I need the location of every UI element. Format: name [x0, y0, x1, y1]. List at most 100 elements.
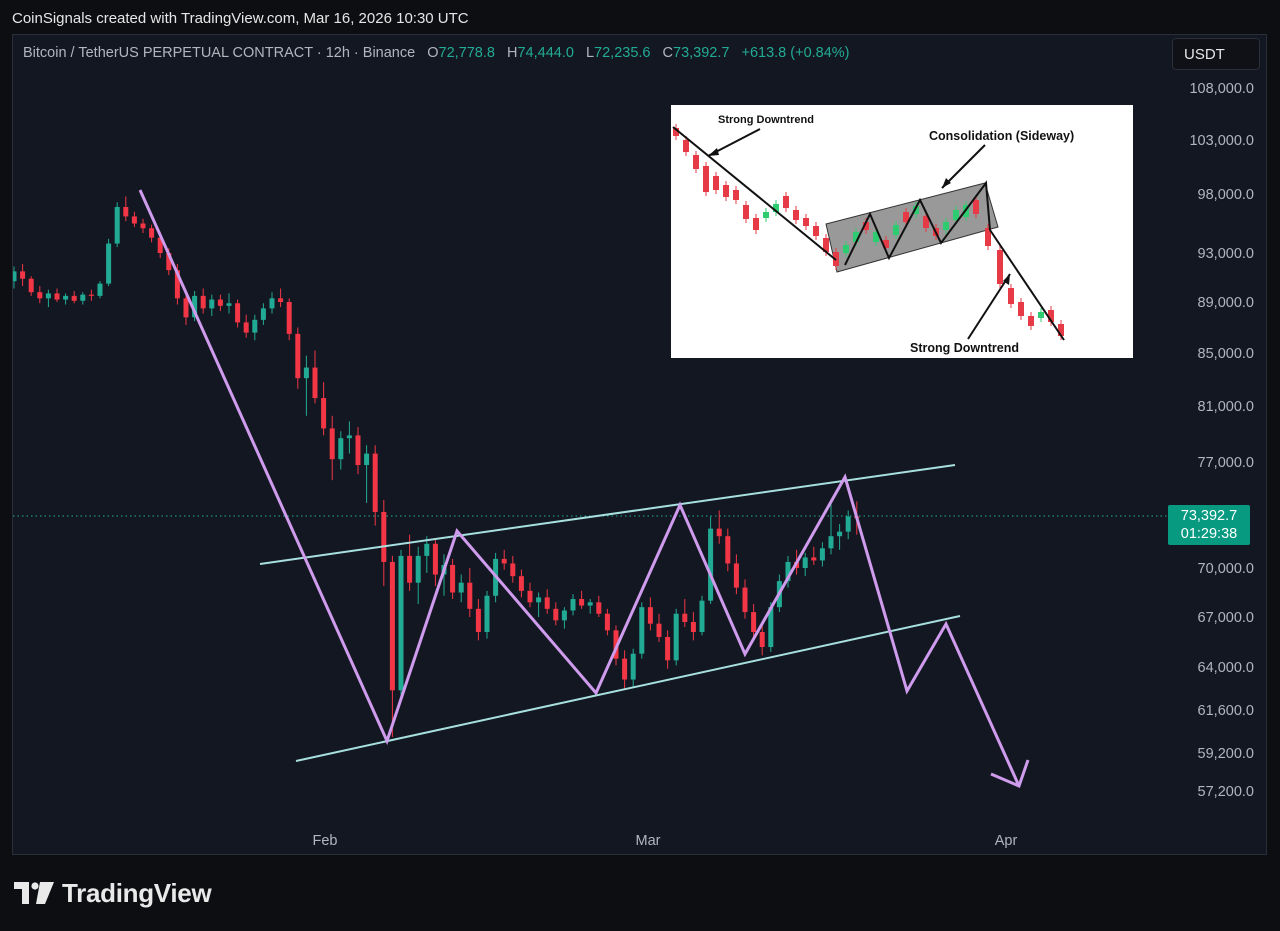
inset-label-consolidation: Consolidation (Sideway)	[929, 129, 1074, 143]
candle-body	[209, 299, 215, 309]
price-tick-label: 85,000.0	[1198, 346, 1254, 362]
inset-candle-body	[1008, 288, 1014, 304]
candle-body	[97, 283, 103, 296]
inset-trend-top	[672, 126, 837, 261]
candle-body	[630, 653, 636, 680]
inset-candle-body	[883, 240, 889, 248]
inset-candle-body	[903, 212, 909, 222]
candle-body	[682, 613, 688, 622]
candle-body	[501, 558, 507, 564]
candle-body	[149, 228, 155, 238]
inset-candle-body	[873, 232, 879, 242]
low-label: L	[585, 45, 595, 61]
candle-body	[604, 613, 610, 631]
candle-body	[656, 623, 662, 637]
inset-candle-body	[803, 218, 809, 226]
inset-candle-body	[973, 200, 979, 214]
price-tick-label: 98,000.0	[1198, 187, 1254, 203]
inset-candle-body	[693, 155, 699, 169]
candle-body	[639, 607, 645, 654]
brand[interactable]: TradingView	[14, 876, 212, 910]
candle-body	[355, 435, 361, 466]
candle-body	[106, 243, 112, 284]
candle-body	[260, 308, 266, 320]
candle-body	[364, 453, 370, 466]
close-value: 73,392.7	[673, 45, 730, 61]
inset-candle-body	[783, 196, 789, 208]
bar-countdown: 01:29:38	[1180, 526, 1238, 542]
price-tick-label: 93,000.0	[1198, 246, 1254, 262]
price-axis[interactable]: 108,000.0 103,000.0 98,000.0 93,000.0 89,000…	[1189, 81, 1254, 800]
candle-body	[45, 293, 51, 299]
inset-candles	[673, 124, 1064, 340]
time-tick-label: Apr	[995, 833, 1018, 849]
candle-body	[278, 298, 284, 302]
candle-body	[424, 543, 430, 556]
inset-candle-body	[823, 238, 829, 252]
candle-body	[613, 630, 619, 659]
inset-candle-body	[743, 205, 749, 219]
channel-lower-line[interactable]	[295, 615, 961, 762]
symbol-header[interactable]: Bitcoin / TetherUS PERPETUAL CONTRACT · …	[23, 45, 850, 61]
price-tick-label: 57,200.0	[1198, 784, 1254, 800]
inset-label-bottom: Strong Downtrend	[910, 341, 1019, 355]
pattern-illustration: Strong Downtrend Consolidation (Sideway)…	[671, 105, 1133, 358]
inset-candle-body	[753, 218, 759, 230]
candle-body	[37, 292, 43, 299]
candle-series	[13, 196, 860, 737]
channel-upper-line[interactable]	[259, 464, 956, 565]
candle-body	[527, 590, 533, 603]
pattern-path[interactable]	[138, 189, 1021, 787]
candle-body	[553, 608, 559, 621]
price-tick-label: 89,000.0	[1198, 295, 1254, 311]
open-value: 72,778.8	[438, 45, 495, 61]
candle-body	[88, 294, 94, 296]
pattern-arrowhead	[990, 759, 1030, 789]
candle-body	[708, 528, 714, 601]
inset-arrow-3-icon	[1003, 274, 1010, 285]
candle-body	[690, 622, 696, 632]
candle-body	[450, 564, 456, 593]
currency-button[interactable]: USDT	[1172, 38, 1260, 70]
candle-body	[13, 271, 17, 282]
time-axis[interactable]: Feb Mar Apr	[313, 833, 1018, 849]
inset-candle-body	[853, 232, 859, 242]
inset-candle-body	[673, 128, 679, 136]
time-tick-label: Feb	[313, 833, 338, 849]
candle-body	[243, 322, 249, 333]
candle-body	[837, 531, 843, 537]
inset-candle-body	[1038, 312, 1044, 318]
price-tick-label: 61,600.0	[1198, 703, 1254, 719]
candle-body	[768, 607, 774, 647]
low-value: 72,235.6	[594, 45, 651, 61]
candle-body	[544, 597, 550, 609]
inset-candle-body	[683, 140, 689, 152]
price-tick-label: 67,000.0	[1198, 610, 1254, 626]
high-value: 74,444.0	[517, 45, 574, 61]
candle-body	[226, 303, 232, 306]
candle-body	[742, 587, 748, 613]
candle-body	[725, 536, 731, 564]
inset-candle-body	[793, 210, 799, 220]
candle-body	[587, 602, 593, 606]
inset-candle-body	[763, 212, 769, 218]
candle-body	[235, 303, 241, 323]
candle-body	[579, 599, 585, 606]
candle-body	[751, 612, 757, 632]
time-tick-label: Mar	[636, 833, 661, 849]
candle-body	[54, 293, 60, 300]
candle-body	[484, 595, 490, 632]
candle-body	[432, 543, 438, 575]
candle-body	[20, 271, 26, 279]
candle-body	[312, 367, 318, 399]
inset-candle-body	[893, 225, 899, 235]
candle-body	[510, 563, 516, 577]
candle-body	[295, 333, 301, 379]
candle-body	[131, 216, 137, 224]
inset-candle-body	[985, 228, 991, 246]
symbol-name[interactable]: Bitcoin / TetherUS PERPETUAL CONTRACT · …	[23, 45, 416, 61]
inset-candle-body	[813, 226, 819, 236]
candle-body	[183, 298, 189, 318]
last-price-value: 73,392.7	[1180, 508, 1238, 524]
